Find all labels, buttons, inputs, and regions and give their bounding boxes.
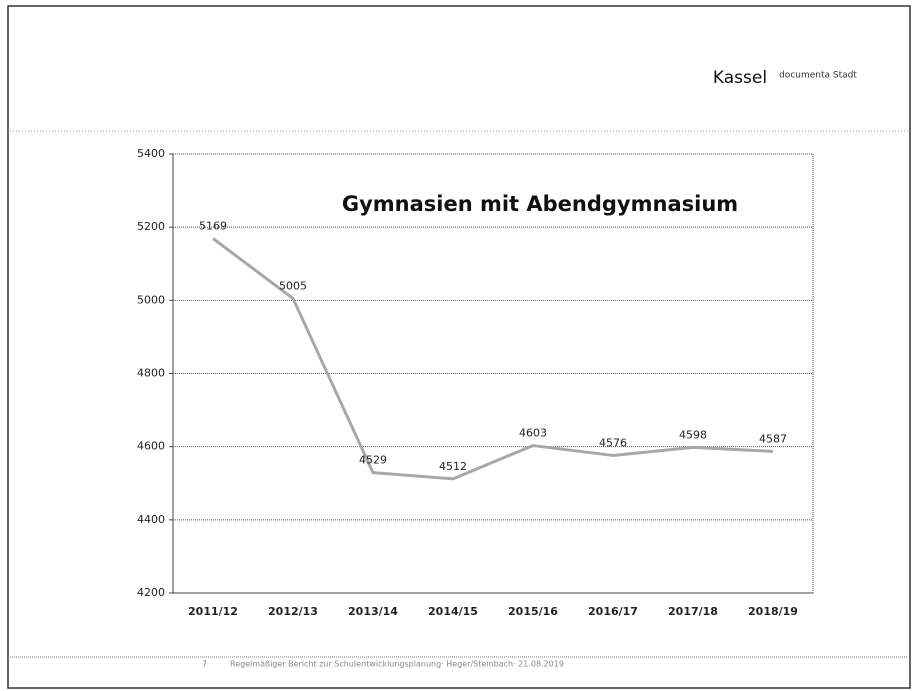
y-tick-label: 4200 [137,586,165,599]
footer-text: Regelmäßiger Bericht zur Schulentwicklun… [230,660,564,669]
x-tick-label: 2017/18 [668,605,718,618]
page-number: 7 [202,660,207,669]
y-tick-label: 5200 [137,220,165,233]
x-tick-label: 2012/13 [268,605,318,618]
data-label: 4587 [759,432,787,445]
x-tick-label: 2016/17 [588,605,638,618]
y-tick-label: 5400 [137,147,165,160]
data-label: 4598 [679,428,707,441]
data-label: 5169 [199,220,227,233]
y-tick-label: 4400 [137,513,165,526]
x-tick-label: 2013/14 [348,605,398,618]
brand: Kassel [713,68,767,88]
x-tick-label: 2018/19 [748,605,798,618]
data-label: 4576 [599,436,627,449]
data-label: 4603 [519,427,547,440]
chart-title: Gymnasien mit Abendgymnasium [342,192,738,216]
data-label: 4529 [359,454,387,467]
x-tick-label: 2014/15 [428,605,478,618]
y-tick-label: 4800 [137,367,165,380]
line [212,237,774,481]
data-label: 4512 [439,460,467,473]
x-tick-label: 2015/16 [508,605,558,618]
slide-border [7,5,911,689]
data-label: 5005 [279,280,307,293]
y-tick-label: 5000 [137,293,165,306]
x-tick-label: 2011/12 [188,605,238,618]
tagline: documenta Stadt [779,71,857,81]
y-tick-label: 4600 [137,440,165,453]
